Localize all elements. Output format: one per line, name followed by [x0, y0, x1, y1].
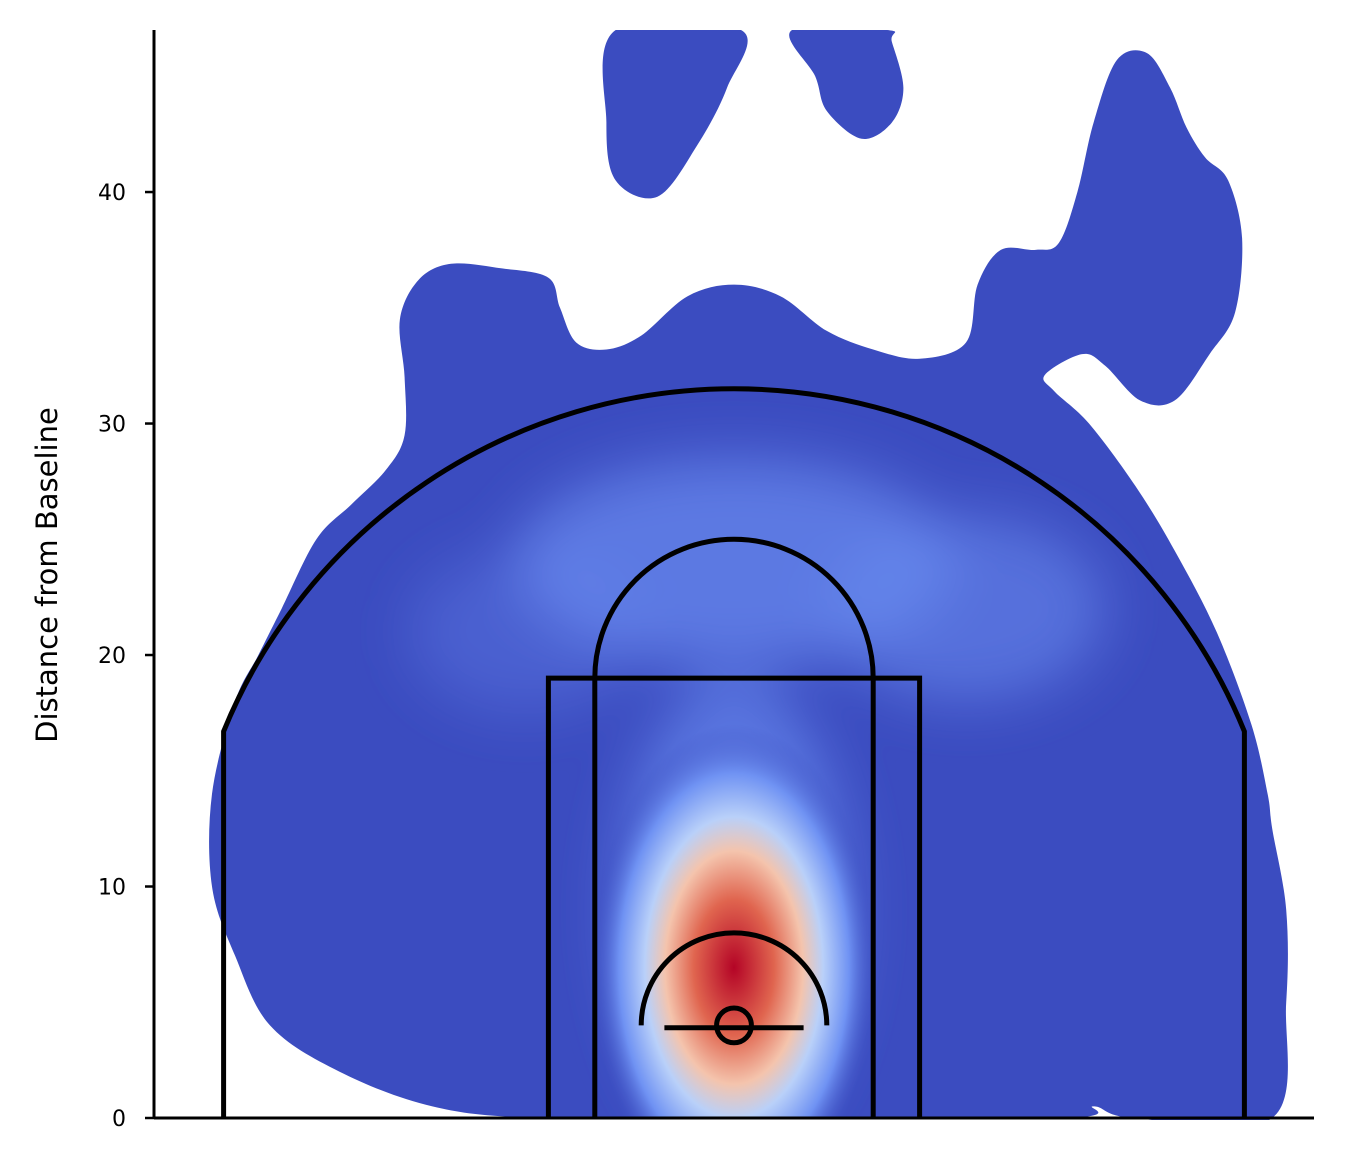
density-layer	[209, 30, 1288, 1120]
hoop	[714, 1005, 754, 1046]
axes: 0 10 20 30 40	[98, 30, 1314, 1132]
y-tick-label-30: 30	[98, 413, 126, 438]
mid-range-glow-right	[826, 516, 1106, 702]
density-blob-1	[602, 30, 748, 199]
density-glow	[409, 458, 1106, 1120]
inner-lane	[592, 678, 876, 1118]
y-tick-label-0: 0	[112, 1107, 126, 1132]
y-tick-label-10: 10	[98, 876, 126, 901]
density-blob-2	[789, 30, 904, 139]
rim-hotspot	[590, 724, 878, 1120]
mid-range-glow-left	[409, 550, 642, 713]
outer-lane	[545, 675, 923, 1118]
free-throw-arc	[592, 536, 876, 679]
court-lines	[221, 386, 1247, 1118]
restricted-area-arc	[638, 930, 830, 1026]
three-point-line	[221, 386, 1247, 1118]
y-tick-label-40: 40	[98, 181, 126, 206]
y-axis-label: Distance from Baseline	[30, 407, 64, 743]
y-tick-label-20: 20	[98, 644, 126, 669]
